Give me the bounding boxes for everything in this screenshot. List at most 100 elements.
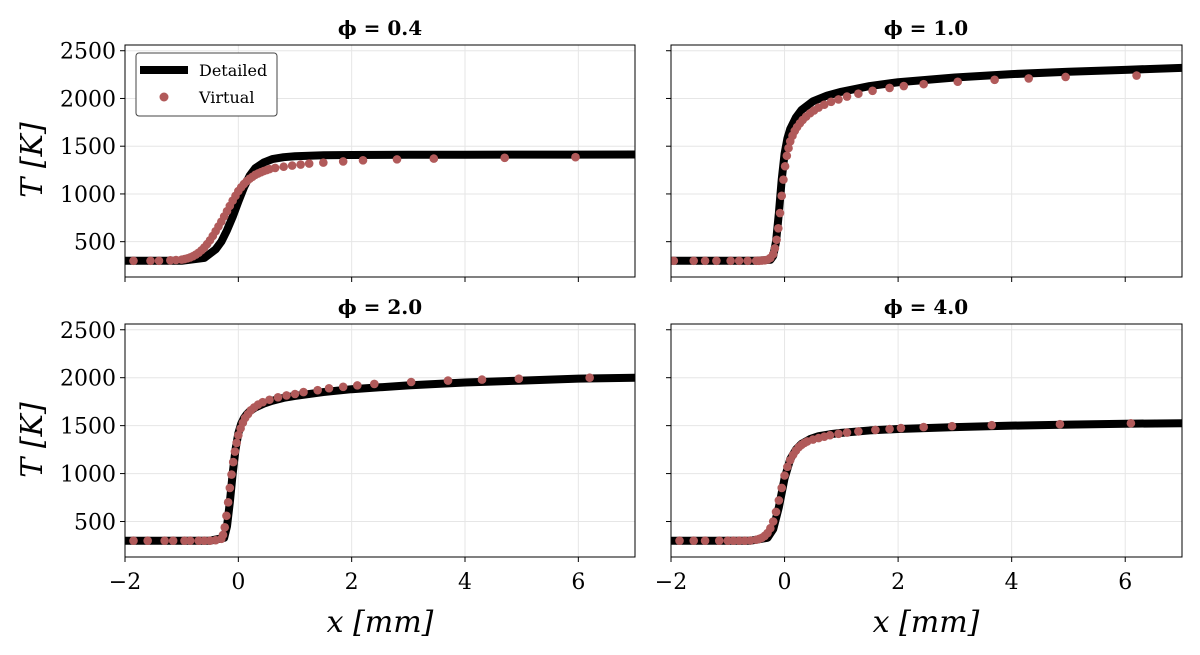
x-tick-label: 2 [891,570,905,595]
legend-label-detailed: Detailed [199,61,267,80]
data-point-virtual [689,536,699,545]
axes-frame [670,44,1183,278]
data-point-virtual [129,536,138,545]
data-point-virtual [353,381,362,390]
data-point-virtual [1055,419,1065,429]
data-point-virtual [1132,71,1141,80]
axes-frame [124,44,636,278]
data-point-virtual [775,208,785,218]
data-point-virtual [406,377,416,387]
data-point-virtual [273,393,283,402]
data-point-virtual [826,97,836,107]
data-point-virtual [500,153,509,163]
y-tick-label: 1500 [60,135,116,160]
data-point-virtual [265,395,274,405]
panel-title: ϕ = 2.0 [338,295,422,319]
data-point-virtual [220,522,230,532]
data-point-virtual [290,389,300,399]
y-axis-label: T [K] [15,402,50,478]
data-point-virtual [514,374,524,383]
data-point-virtual [218,530,228,540]
data-point-virtual [370,379,379,389]
data-point-virtual [896,423,906,433]
data-point-virtual [1024,74,1033,83]
data-point-virtual [868,86,877,96]
data-point-virtual [338,382,348,392]
data-point-virtual [784,143,793,153]
data-point-virtual [834,95,843,104]
x-tick-label: 0 [778,570,792,595]
data-point-virtual [143,536,152,545]
legend-label-virtual: Virtual [198,88,254,107]
data-point-virtual [168,536,178,545]
data-point-virtual [734,256,744,266]
plot-area [671,418,1182,545]
data-point-virtual [726,256,735,266]
x-tick-label: 6 [571,570,585,595]
legend: Detailed Virtual [135,52,278,117]
data-point-virtual [477,375,487,384]
x-tick-label: 0 [231,570,245,595]
data-point-virtual [990,75,999,85]
data-point-virtual [299,387,308,397]
data-point-virtual [700,256,710,266]
data-point-virtual [392,155,402,164]
data-point-virtual [899,81,909,91]
data-point-virtual [319,158,328,167]
data-point-virtual [313,385,322,395]
data-point-virtual [700,536,710,545]
plot-area [125,373,635,545]
data-point-virtual [429,154,439,163]
data-point-virtual [774,496,784,505]
data-point-virtual [154,256,164,266]
data-point-virtual [885,424,894,434]
x-tick-label: 4 [1005,570,1019,595]
data-point-virtual [287,161,297,170]
data-point-virtual [129,256,138,266]
data-point-virtual [780,471,789,480]
series-line-detailed [671,63,1182,265]
data-point-virtual [304,159,314,168]
data-point-virtual [222,511,231,521]
data-point-virtual [782,151,792,161]
data-point-virtual [571,152,580,162]
data-point-virtual [919,79,928,89]
data-point-virtual [885,83,894,93]
data-point-virtual [842,92,852,101]
x-tick-label: −2 [655,570,687,595]
x-axis-label: x [mm] [327,605,434,640]
data-point-virtual [671,256,679,266]
data-point-virtual [919,422,928,432]
axes-frame [124,323,636,558]
data-point-virtual [225,483,235,493]
data-point-virtual [443,376,453,385]
series-line-detailed [671,419,1182,545]
data-point-virtual [230,447,240,456]
data-point-virtual [779,175,788,184]
data-point-virtual [585,373,594,383]
y-tick-label: 1000 [60,183,116,208]
data-point-virtual [854,427,863,436]
data-point-virtual [772,235,781,245]
data-point-virtual [160,536,169,545]
data-point-virtual [228,457,238,467]
legend-marker-swatch [159,92,169,102]
panel-title: ϕ = 4.0 [884,295,968,319]
data-point-virtual [953,77,963,87]
data-point-virtual [358,156,368,165]
data-point-virtual [743,256,752,266]
panel-title: ϕ = 0.4 [338,16,422,40]
plot-area [125,150,635,266]
data-point-virtual [296,160,305,169]
data-point-virtual [338,157,348,166]
panel-title: ϕ = 1.0 [884,16,968,40]
data-point-virtual [185,536,195,545]
y-tick-label: 1500 [60,415,116,440]
data-point-virtual [771,507,781,517]
data-point-virtual [768,517,778,526]
data-point-virtual [783,462,792,472]
data-point-virtual [223,498,233,507]
data-point-virtual [770,244,780,253]
x-axis-label: x [mm] [873,605,980,640]
panel-phi-0-4: ϕ = 0.4 500 1000 1500 2000 2500 [60,16,636,282]
